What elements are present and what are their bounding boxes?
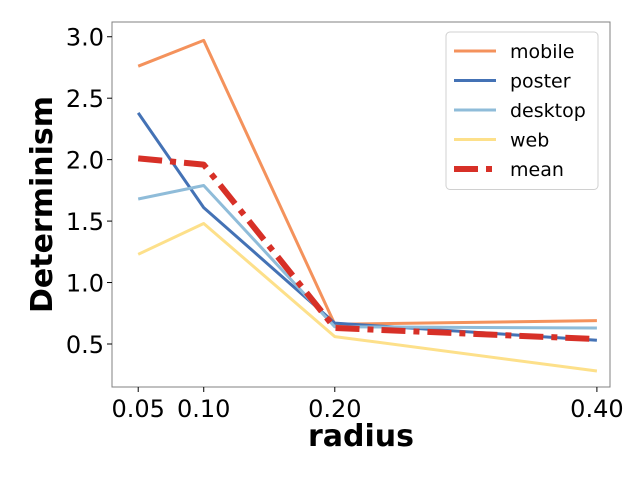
series-line-web xyxy=(137,222,598,373)
x-tick-label: 0.20 xyxy=(308,395,361,423)
y-tick-label: 1.5 xyxy=(66,208,104,236)
y-tick-label: 1.0 xyxy=(66,270,104,298)
legend-label-poster: poster xyxy=(510,71,571,93)
plot-lines xyxy=(136,38,598,373)
y-tick-label: 3.0 xyxy=(66,24,104,52)
series-line-mobile xyxy=(137,38,597,326)
series-line-mean xyxy=(137,155,598,343)
x-axis-ticks: 0.05 0.10 0.20 0.40 xyxy=(111,387,624,423)
x-tick-label: 0.40 xyxy=(570,395,623,423)
y-tick-label: 0.5 xyxy=(66,331,104,359)
plot-frame xyxy=(111,21,611,388)
x-tick-label: 0.05 xyxy=(111,395,164,423)
legend-box xyxy=(445,31,599,190)
x-axis-title: radius xyxy=(308,419,414,454)
y-tick-label: 2.5 xyxy=(66,85,104,113)
legend-label-web: web xyxy=(510,130,549,152)
y-axis-ticks: 0.5 1.0 1.5 2.0 2.5 3.0 xyxy=(66,24,112,359)
series-line-desktop xyxy=(137,184,597,330)
legend-label-mobile: mobile xyxy=(510,41,574,63)
legend: mobile poster desktop web mean xyxy=(445,31,599,190)
x-tick-label: 0.10 xyxy=(177,395,230,423)
y-tick-label: 2.0 xyxy=(66,147,104,175)
legend-label-desktop: desktop xyxy=(510,100,586,122)
legend-label-mean: mean xyxy=(510,159,564,181)
y-axis-title: Determinism xyxy=(25,96,60,313)
